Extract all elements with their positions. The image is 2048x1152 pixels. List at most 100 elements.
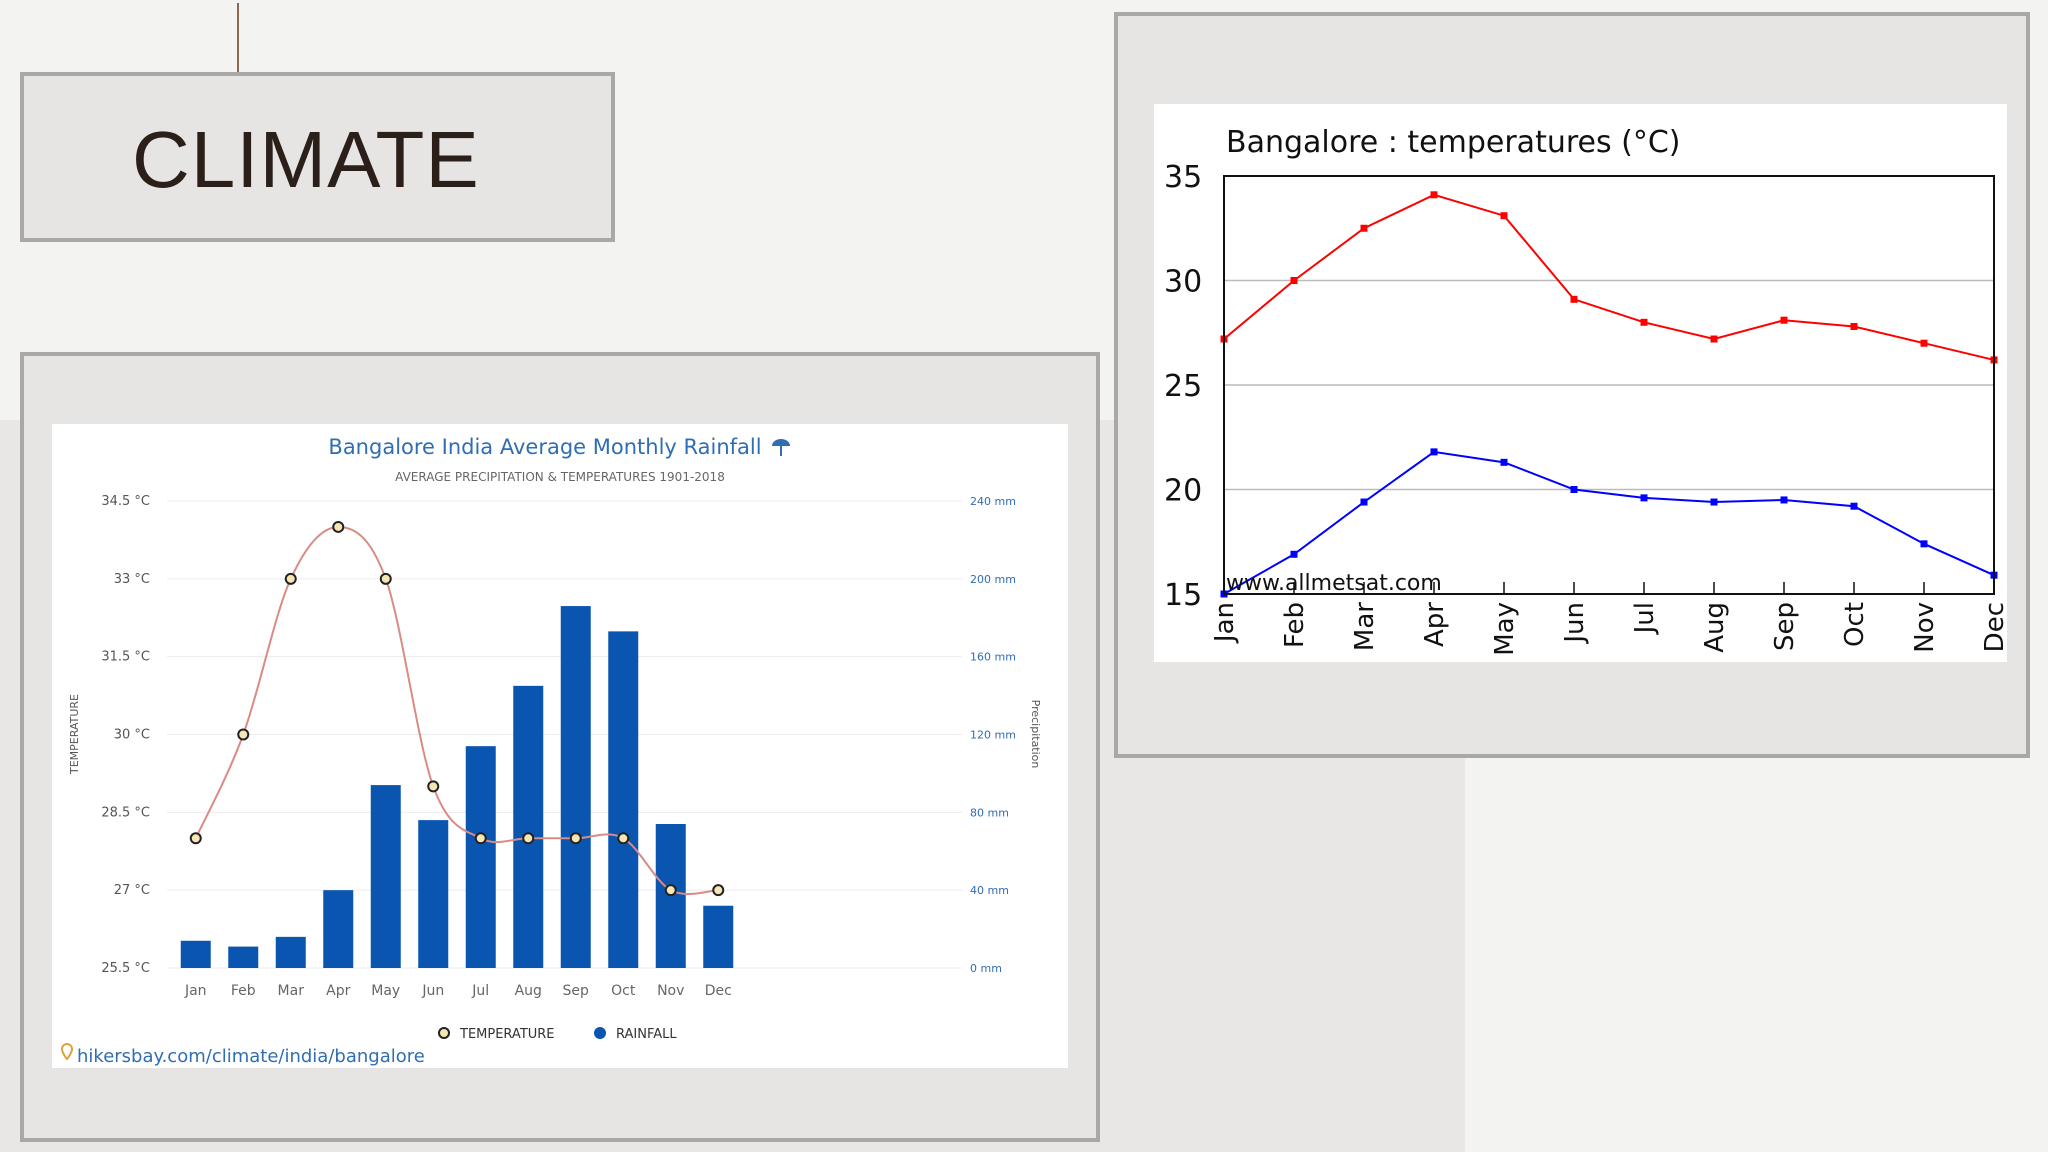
min-temperature-point: [1430, 448, 1438, 456]
max-temperature-point: [1850, 322, 1858, 330]
min-temperature-point: [1780, 496, 1788, 504]
rainfall-chart: Bangalore India Average Monthly Rainfall…: [60, 435, 1042, 1067]
max-temperature-point: [1920, 339, 1928, 347]
temperature-point: [522, 832, 535, 845]
rainfall-bar: [703, 905, 734, 968]
min-temperature-line: [1223, 450, 1995, 595]
temperature-point: [189, 832, 202, 845]
plot-frame: [1223, 175, 1995, 595]
y-tick-label: 15: [1164, 578, 1202, 613]
temperature-point: [427, 780, 440, 793]
max-temperature-point: [1570, 295, 1578, 303]
y2-tick-label: 200 mm: [970, 573, 1016, 586]
x-tick-label: Jul: [471, 983, 489, 999]
min-temperature-point: [1360, 498, 1368, 506]
legend-temperature-label: TEMPERATURE: [459, 1027, 555, 1042]
x-tick-label: Sep: [1770, 602, 1800, 651]
temperature-point: [664, 884, 677, 897]
temperature-point: [712, 884, 725, 897]
umbrella-icon: [772, 439, 790, 456]
title-box: CLIMATE: [20, 72, 615, 242]
source-link[interactable]: hikersbay.com/climate/india/bangalore: [77, 1046, 425, 1067]
rainfall-bar: [370, 785, 401, 968]
y-tick-label: 30: [1164, 265, 1202, 300]
y-tick-label: 20: [1164, 474, 1202, 509]
y2-tick-label: 40 mm: [970, 884, 1009, 897]
x-tick-label: Aug: [1700, 602, 1730, 653]
y2-tick-label: 80 mm: [970, 806, 1009, 819]
x-tick-label: Jun: [421, 983, 444, 999]
x-tick-label: Aug: [515, 983, 542, 999]
x-tick-label: Jul: [1630, 602, 1660, 635]
rainfall-bar: [180, 940, 211, 968]
legend-rainfall-label: RAINFALL: [616, 1027, 677, 1042]
x-tick-label: Sep: [563, 983, 590, 999]
x-tick-label: May: [1490, 602, 1520, 656]
max-temperature-point: [1290, 277, 1298, 284]
x-tick-label: Jan: [184, 983, 207, 999]
x-tick-label: Apr: [1420, 602, 1450, 647]
y2-tick-label: 240 mm: [970, 495, 1016, 508]
temperature-point: [474, 832, 487, 845]
y-axis-label: TEMPERATURE: [68, 694, 81, 775]
min-temperature-point: [1640, 494, 1648, 502]
max-temperature-point: [1780, 316, 1788, 324]
rainfall-bar: [465, 746, 496, 968]
legend: TEMPERATURE RAINFALL: [438, 1027, 677, 1042]
x-tick-label: Oct: [1840, 602, 1870, 647]
max-temperature-point: [1430, 191, 1438, 199]
y-tick-label: 31.5 °C: [101, 650, 150, 665]
x-tick-label: Mar: [278, 983, 305, 999]
temperature-point: [332, 520, 345, 533]
temperature-point: [237, 728, 250, 741]
y2-tick-label: 160 mm: [970, 651, 1016, 664]
rainfall-bar: [418, 820, 449, 968]
x-tick-label: Jan: [1210, 602, 1240, 644]
x-tick-label: Nov: [657, 983, 684, 999]
rainfall-bar: [608, 631, 639, 968]
x-tick-label: Nov: [1910, 602, 1940, 653]
y-tick-label: 27 °C: [114, 883, 150, 898]
y-tick-label: 33 °C: [114, 572, 150, 587]
slide-title: CLIMATE: [132, 115, 480, 204]
rainfall-bar: [560, 606, 591, 968]
max-temperature-point: [1640, 318, 1648, 326]
min-temperature-point: [1290, 550, 1298, 558]
temperature-chart-card: Bangalore : temperatures (°C) www.allmet…: [1154, 104, 2010, 662]
chart-subtitle: AVERAGE PRECIPITATION & TEMPERATURES 190…: [395, 470, 725, 484]
location-pin-icon: [60, 1042, 74, 1061]
x-tick-label: Feb: [1280, 602, 1310, 648]
max-temperature-point: [1710, 335, 1718, 343]
x-tick-label: Dec: [1980, 602, 2007, 652]
y2-tick-label: 0 mm: [970, 962, 1002, 975]
min-temperature-point: [1710, 498, 1718, 506]
accent-line: [237, 3, 239, 73]
min-temperature-point: [1850, 502, 1858, 510]
temperature-point: [284, 572, 297, 585]
max-temperature-line: [1223, 193, 1995, 361]
max-temperature-point: [1360, 224, 1368, 232]
y-tick-label: 34.5 °C: [101, 494, 150, 509]
rainfall-bar: [323, 890, 354, 968]
temperature-point: [379, 572, 392, 585]
chart-title: Bangalore India Average Monthly Rainfall: [328, 435, 761, 459]
min-temperature-point: [1500, 458, 1508, 466]
y-tick-label: 25: [1164, 369, 1202, 404]
watermark: www.allmetsat.com: [1226, 571, 1442, 596]
rainfall-chart-card: Bangalore India Average Monthly Rainfall…: [52, 424, 1068, 1068]
temperature-line: [194, 525, 719, 895]
y2-axis-label: Precipitation: [1029, 700, 1042, 769]
x-tick-label: Mar: [1350, 602, 1380, 651]
min-temperature-point: [1920, 540, 1928, 548]
x-tick-label: Apr: [326, 983, 350, 999]
rainfall-bar: [228, 946, 259, 968]
temperature-point: [617, 832, 630, 845]
y-tick-label: 28.5 °C: [101, 805, 150, 820]
y-tick-label: 30 °C: [114, 728, 150, 743]
temperature-point: [569, 832, 582, 845]
x-tick-label: Oct: [611, 983, 636, 999]
chart-title: Bangalore : temperatures (°C): [1226, 125, 1681, 160]
min-temperature-point: [1570, 486, 1578, 493]
legend-temperature-marker: [438, 1027, 450, 1039]
x-tick-label: Jun: [1560, 602, 1590, 645]
